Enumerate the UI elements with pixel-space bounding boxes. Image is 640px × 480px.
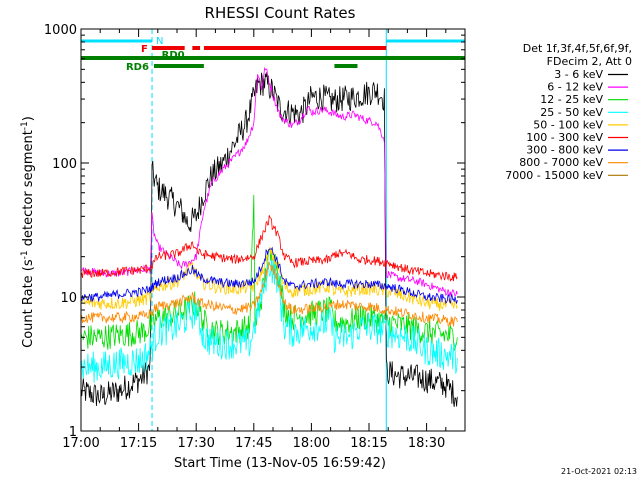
series-line-25-50-kev — [80, 259, 458, 383]
flag-label-rd0: RD0 — [162, 50, 185, 61]
x-tick-label: 18:30 — [408, 436, 445, 451]
series-line-800-7000-kev — [80, 261, 458, 327]
flag-label-f: F — [141, 44, 148, 55]
y-tick-label: 100 — [52, 157, 77, 172]
y-tick-label: 10 — [60, 291, 77, 306]
series-line-50-100-kev — [80, 247, 458, 312]
legend-item-label: 300 - 800 keV — [526, 144, 603, 157]
legend-item-label: 7000 - 15000 keV — [505, 169, 603, 182]
legend-item-label: 6 - 12 keV — [547, 81, 603, 94]
flag-label-rd6: RD6 — [126, 62, 149, 73]
legend-item-label: 12 - 25 keV — [540, 93, 603, 106]
series-line-6-12-kev — [80, 66, 458, 297]
plot-frame — [80, 28, 466, 432]
legend-item-label: 50 - 100 keV — [533, 118, 603, 131]
legend-item-label: 3 - 6 keV — [554, 68, 603, 81]
x-tick-label: 17:30 — [177, 436, 214, 451]
series-line-100-300-kev — [80, 215, 458, 282]
legend-item-label: 800 - 7000 keV — [519, 156, 603, 169]
x-tick-label: 17:45 — [235, 436, 272, 451]
y-tick-label: 1000 — [44, 23, 77, 38]
x-axis: 17:00 17:15 17:30 17:45 18:00 18:15 18:30 — [62, 29, 466, 451]
night-label: N — [156, 36, 163, 47]
x-tick-label: 18:00 — [293, 436, 330, 451]
legend-item-label: 25 - 50 keV — [540, 106, 603, 119]
legend-header-line-2: FDecim 2, Att 0 — [547, 55, 632, 68]
series-line-300-800-kev — [80, 246, 458, 304]
series-line-3-6-kev — [80, 72, 458, 407]
y-axis-label: Count Rate (s-1 detector segment-1) — [20, 116, 36, 348]
legend-item-label: 100 - 300 keV — [526, 131, 603, 144]
y-axis: 1 10 100 1000 — [44, 23, 465, 440]
chart-title: RHESSI Count Rates — [205, 4, 356, 22]
x-tick-label: 17:15 — [120, 436, 157, 451]
x-tick-label: 17:00 — [62, 436, 99, 451]
y-tick-label: 1 — [69, 425, 77, 440]
plot-area: NF RD0 RD6 — [80, 29, 466, 431]
legend-header-line-1: Det 1f,3f,4f,5f,6f,9f, — [523, 42, 632, 55]
x-tick-label: 18:15 — [350, 436, 387, 451]
x-axis-label: Start Time (13-Nov-05 16:59:42) — [174, 456, 386, 471]
footer-timestamp: 21-Oct-2021 02:13 — [561, 467, 637, 476]
legend: Det 1f,3f,4f,5f,6f,9f, FDecim 2, Att 0 3… — [505, 42, 632, 182]
